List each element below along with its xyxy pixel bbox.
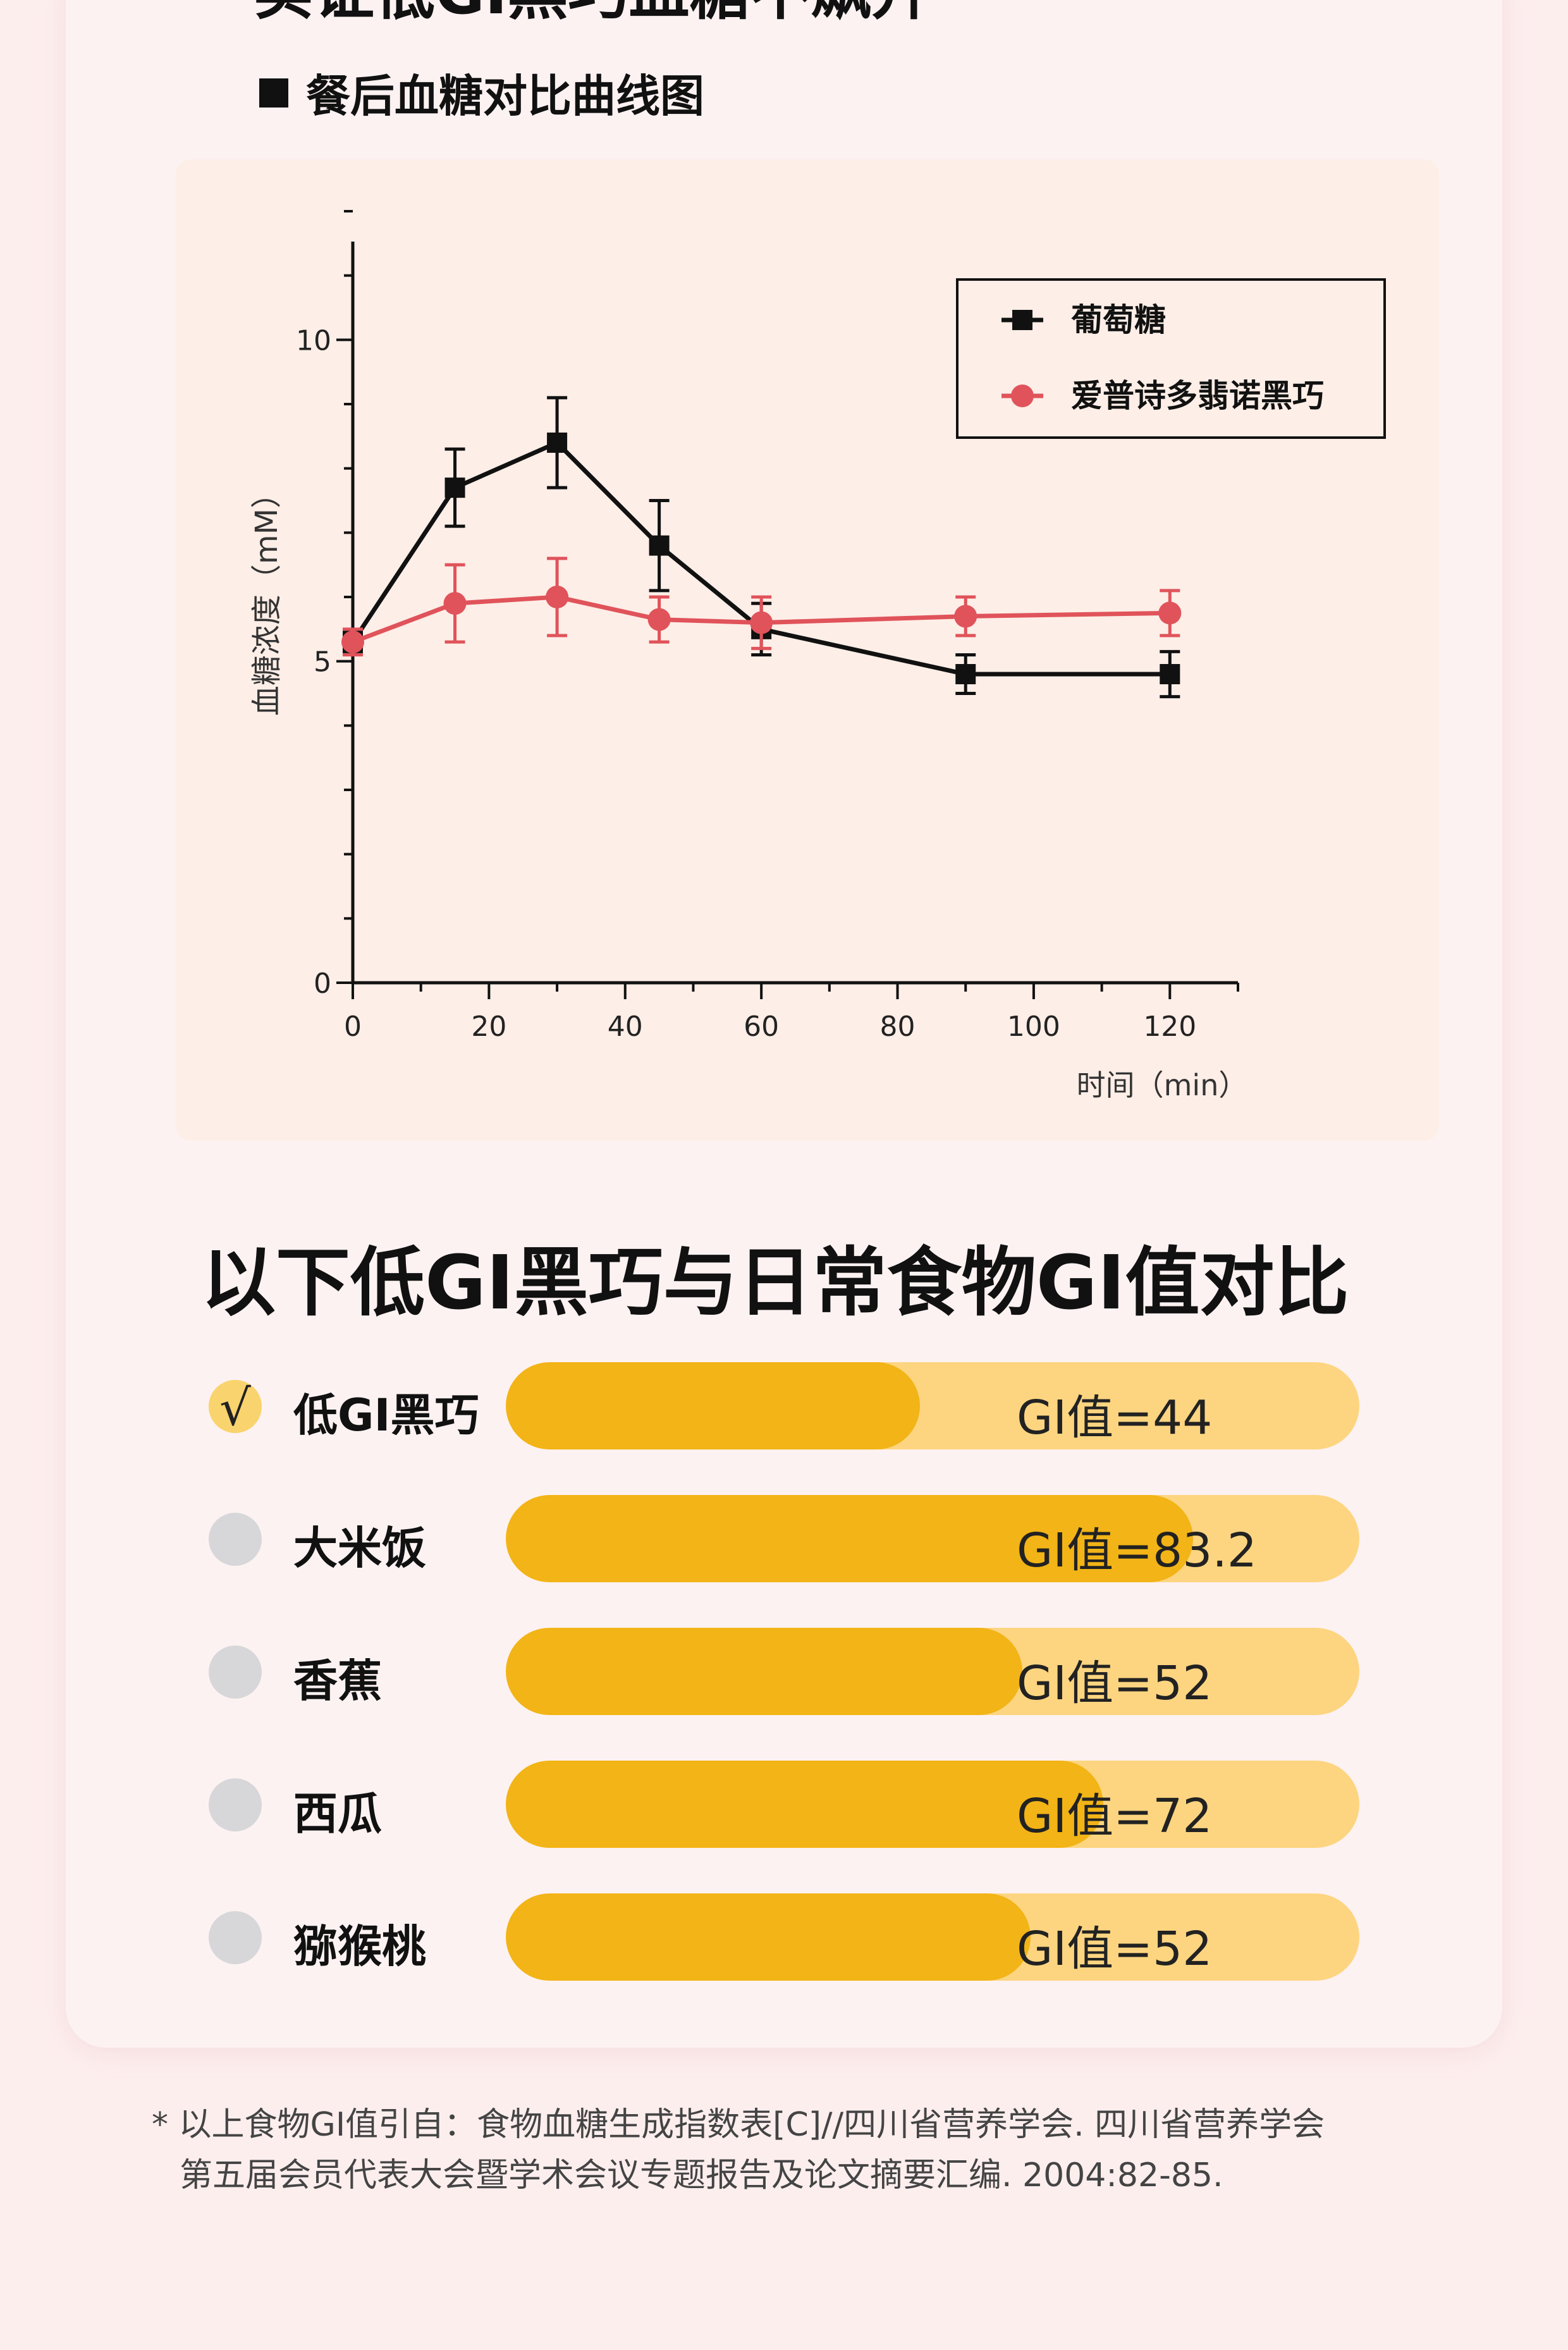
data-point-square <box>547 433 568 453</box>
legend-box <box>956 278 1386 439</box>
data-point-square <box>1160 664 1180 684</box>
gi-row[interactable]: 西瓜 GI值=72 <box>209 1759 1359 1848</box>
gi-row[interactable]: 猕猴桃 GI值=52 <box>209 1892 1359 1981</box>
data-point-circle <box>443 592 467 615</box>
gi-value-label: GI值=44 <box>1017 1391 1213 1445</box>
radio-icon[interactable] <box>209 1513 262 1566</box>
square-bullet-icon <box>259 78 288 108</box>
data-point-circle <box>954 605 977 628</box>
data-point-circle <box>546 586 569 608</box>
x-axis-title: 时间（min） <box>1077 1068 1248 1102</box>
legend-label: 爱普诗多翡诺黑巧 <box>1071 378 1324 414</box>
footnote-line-2: 第五届会员代表大会暨学术会议专题报告及论文摘要汇编. 2004:82-85. <box>180 2156 1223 2194</box>
x-tick-label: 60 <box>744 1011 779 1043</box>
y-axis-title: 血糖浓度（mM） <box>249 478 285 716</box>
gi-bar-track <box>506 1362 1359 1449</box>
gi-value-label: GI值=52 <box>1017 1922 1213 1976</box>
checkmark-glyph: √ <box>219 1380 251 1437</box>
x-tick-label: 40 <box>608 1011 643 1043</box>
x-tick-label: 80 <box>880 1011 916 1043</box>
legend-marker-square <box>1012 310 1032 330</box>
radio-icon[interactable] <box>209 1778 262 1831</box>
gi-bar-fill <box>506 1495 1193 1582</box>
gi-bar-fill <box>506 1893 1031 1981</box>
legend-label: 葡萄糖 <box>1071 302 1166 338</box>
x-tick-label: 120 <box>1143 1011 1196 1043</box>
x-tick-label: 0 <box>344 1011 362 1043</box>
footnote-line-1: * 以上食物GI值引自：食物血糖生成指数表[C]//四川省营养学会. 四川省营养… <box>152 2106 1325 2144</box>
y-tick-label: 5 <box>314 646 331 679</box>
x-tick-label: 100 <box>1007 1011 1060 1043</box>
data-point-square <box>444 477 465 498</box>
comparison-title: 以下低GI黑巧与日常食物GI值对比 <box>201 1239 1349 1326</box>
x-tick-label: 20 <box>471 1011 506 1043</box>
food-name: 低GI黑巧 <box>293 1389 479 1441</box>
data-point-square <box>649 535 670 556</box>
gi-row[interactable]: 大米饭 GI值=83.2 <box>209 1494 1359 1582</box>
check-icon[interactable]: √ <box>209 1380 262 1433</box>
data-point-circle <box>750 611 773 634</box>
radio-icon[interactable] <box>209 1911 262 1964</box>
gi-bar-track <box>506 1495 1359 1582</box>
y-tick-label: 0 <box>314 968 331 1000</box>
gi-bar-fill <box>506 1362 920 1449</box>
y-tick-label: 10 <box>296 324 331 357</box>
data-point-circle <box>1158 601 1182 625</box>
chart-panel: 0 5 10 0 20 40 60 80 100 120 时间（min） 血糖浓度（mM） 葡萄糖 爱普诗… <box>176 159 1439 1141</box>
gi-bar-track <box>506 1893 1359 1981</box>
gi-row[interactable]: 香蕉 GI值=52 <box>209 1627 1359 1715</box>
gi-value-label: GI值=72 <box>1017 1789 1213 1843</box>
page-title: 实证低GI黑巧血糖不飙升 <box>253 0 933 23</box>
data-point-circle <box>647 608 671 631</box>
gi-bar-track <box>506 1761 1359 1848</box>
radio-icon[interactable] <box>209 1646 262 1699</box>
gi-bar-fill <box>506 1628 1022 1715</box>
data-point-circle <box>341 631 364 654</box>
gi-row[interactable]: √ 低GI黑巧 GI值=44 <box>209 1361 1359 1449</box>
footnote: * 以上食物GI值引自：食物血糖生成指数表[C]//四川省营养学会. 四川省营养… <box>152 2100 1479 2201</box>
food-name: 猕猴桃 <box>293 1921 426 1972</box>
gi-bar-track <box>506 1628 1359 1715</box>
chart-subtitle: 餐后血糖对比曲线图 <box>259 61 704 125</box>
food-name: 大米饭 <box>293 1522 426 1574</box>
data-point-square <box>955 664 976 684</box>
gi-bar-fill <box>506 1761 1103 1848</box>
chart-subtitle-text: 餐后血糖对比曲线图 <box>306 70 704 122</box>
gi-value-label: GI值=83.2 <box>1017 1523 1257 1578</box>
gi-value-label: GI值=52 <box>1017 1656 1213 1711</box>
legend-marker-circle <box>1011 384 1034 407</box>
food-name: 香蕉 <box>293 1655 382 1707</box>
food-name: 西瓜 <box>293 1788 382 1840</box>
